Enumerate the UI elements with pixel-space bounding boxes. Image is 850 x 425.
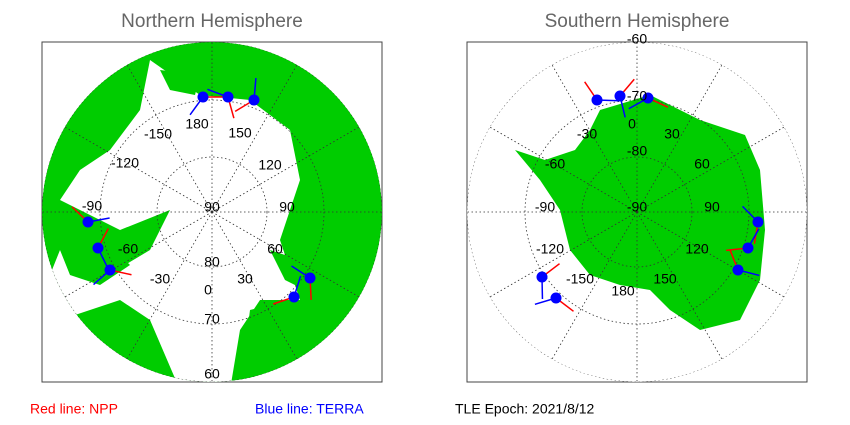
coordinate-label: 0 xyxy=(628,116,636,132)
coordinate-label: -70 xyxy=(627,88,647,104)
north-land xyxy=(42,42,382,382)
satellite-dot xyxy=(732,264,744,276)
satellite-dot xyxy=(248,94,260,106)
coordinate-label: -120 xyxy=(536,241,564,257)
satellite-dot xyxy=(197,91,209,103)
coordinate-label: 180 xyxy=(185,116,209,132)
satellite-dot xyxy=(304,272,316,284)
coordinate-label: 70 xyxy=(204,311,220,327)
parallel xyxy=(581,156,693,268)
coordinate-label: -120 xyxy=(111,155,139,171)
coordinate-label: 150 xyxy=(653,271,677,287)
coordinate-label: 180 xyxy=(611,283,635,299)
coordinate-label: 120 xyxy=(685,241,709,257)
coordinate-label: -30 xyxy=(577,126,597,142)
coordinate-label: 30 xyxy=(237,271,253,287)
coordinate-label: 60 xyxy=(267,241,283,257)
coordinate-label: -150 xyxy=(566,271,594,287)
satellite-dot xyxy=(752,216,764,228)
tle-epoch: TLE Epoch: 2021/8/12 xyxy=(455,401,595,417)
coordinate-label: -80 xyxy=(627,143,647,159)
coordinate-label: -60 xyxy=(118,241,138,257)
satellite-dot xyxy=(536,271,548,283)
graticule-lines xyxy=(42,42,382,382)
coordinate-label: 150 xyxy=(228,125,252,141)
satellite-dot xyxy=(591,94,603,106)
parallel xyxy=(156,156,268,268)
coordinate-label: 80 xyxy=(204,254,220,270)
coordinate-label: -90 xyxy=(82,198,102,214)
coordinate-label: 120 xyxy=(258,157,282,173)
coordinate-label: 60 xyxy=(694,156,710,172)
satellite-dot xyxy=(82,216,94,228)
satellite-dot xyxy=(642,92,654,104)
coordinate-label: 60 xyxy=(204,366,220,382)
coordinate-label: 30 xyxy=(664,126,680,142)
legend-terra: Blue line: TERRA xyxy=(255,401,364,417)
coordinate-label: 90 xyxy=(279,199,295,215)
satellite-dot xyxy=(104,264,116,276)
coordinate-label: -150 xyxy=(144,126,172,142)
coordinate-label: -30 xyxy=(150,271,170,287)
satellite-dot xyxy=(92,242,104,254)
legend-npp: Red line: NPP xyxy=(30,401,118,417)
coordinate-label: 90 xyxy=(704,199,720,215)
north-title: Northern Hemisphere xyxy=(121,11,303,32)
coordinate-label: -90 xyxy=(627,199,647,215)
coordinate-label: -60 xyxy=(545,156,565,172)
satellite-dot xyxy=(550,292,562,304)
satellite-dot xyxy=(614,90,626,102)
coordinate-label: 0 xyxy=(204,282,212,298)
satellite-dot xyxy=(222,91,234,103)
coordinate-label: -60 xyxy=(627,31,647,47)
south-title: Southern Hemisphere xyxy=(545,11,730,32)
satellite-dot xyxy=(288,291,300,303)
coordinate-label: -90 xyxy=(535,199,555,215)
satellite-dot xyxy=(742,242,754,254)
coordinate-label: 90 xyxy=(204,199,220,215)
satellite-markers xyxy=(71,78,764,312)
